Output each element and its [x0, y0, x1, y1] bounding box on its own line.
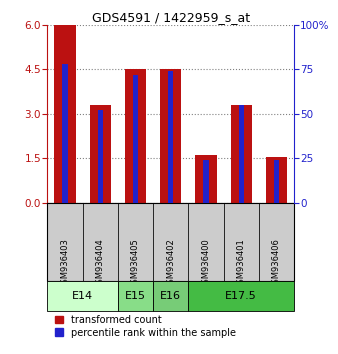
Bar — [168, 71, 173, 203]
Text: E14: E14 — [72, 291, 93, 301]
Bar — [133, 75, 138, 203]
Text: E15: E15 — [125, 291, 146, 301]
Bar — [239, 105, 244, 203]
Bar — [188, 203, 223, 281]
Bar — [153, 281, 188, 311]
Bar — [188, 281, 294, 311]
Text: GSM936402: GSM936402 — [166, 238, 175, 289]
Bar — [118, 281, 153, 311]
Text: GSM936403: GSM936403 — [61, 238, 69, 289]
Bar — [90, 105, 111, 203]
Bar — [82, 203, 118, 281]
Bar — [203, 160, 209, 203]
Bar — [274, 160, 279, 203]
Text: GSM936400: GSM936400 — [201, 238, 211, 289]
Text: E16: E16 — [160, 291, 181, 301]
Bar — [160, 69, 181, 203]
Text: GSM936404: GSM936404 — [96, 238, 105, 289]
Bar — [266, 157, 287, 203]
Title: GDS4591 / 1422959_s_at: GDS4591 / 1422959_s_at — [92, 11, 250, 24]
Bar — [47, 203, 82, 281]
Bar — [231, 105, 252, 203]
Text: E17.5: E17.5 — [225, 291, 257, 301]
Bar — [259, 203, 294, 281]
Text: GSM936405: GSM936405 — [131, 238, 140, 289]
Bar — [223, 203, 259, 281]
Text: GSM936401: GSM936401 — [237, 238, 246, 289]
Bar — [125, 69, 146, 203]
Bar — [118, 203, 153, 281]
Text: GSM936406: GSM936406 — [272, 238, 281, 289]
Bar — [153, 203, 188, 281]
Bar — [62, 64, 68, 203]
Legend: transformed count, percentile rank within the sample: transformed count, percentile rank withi… — [55, 315, 236, 337]
Bar — [54, 25, 75, 203]
Bar — [47, 281, 118, 311]
Bar — [195, 155, 217, 203]
Bar — [98, 110, 103, 203]
